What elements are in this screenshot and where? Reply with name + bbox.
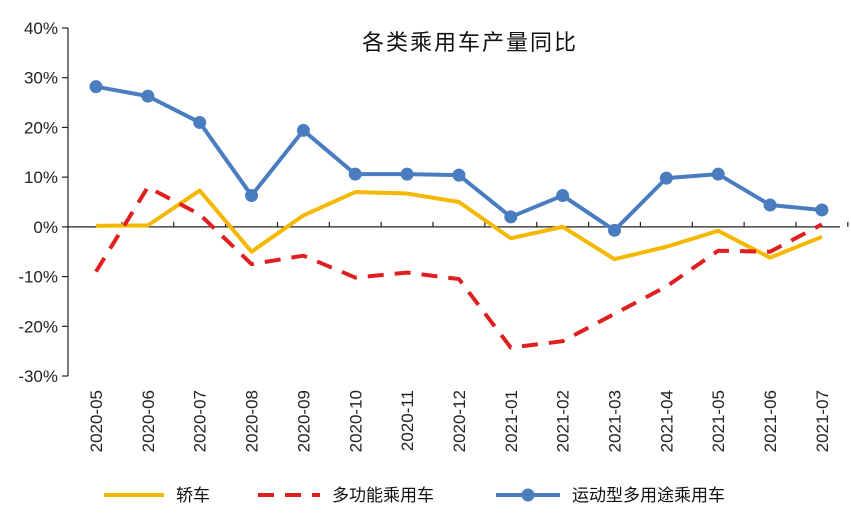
y-tick-label: 20%: [24, 118, 58, 137]
x-tick-label: 2021-05: [709, 390, 728, 452]
data-point: [608, 223, 621, 237]
x-tick-label: 2021-02: [554, 390, 573, 452]
x-tick-label: 2021-04: [657, 390, 676, 452]
y-tick-label: -10%: [18, 268, 58, 287]
data-point: [141, 89, 155, 103]
y-axis-ticks: 40% 30% 20% 10% 0% -10% -20% -30%: [18, 19, 68, 386]
x-tick-label: 2021-03: [606, 390, 625, 452]
y-tick-label: -20%: [18, 317, 58, 336]
data-point: [348, 167, 362, 181]
y-tick-label: 10%: [24, 168, 58, 187]
data-point: [556, 189, 570, 203]
y-tick-label: -30%: [18, 367, 58, 386]
legend: 轿车 多功能乘用车 运动型多用途乘用车: [104, 486, 725, 506]
x-tick-label: 2020-06: [139, 390, 158, 452]
y-tick-label: 40%: [24, 19, 58, 38]
data-point: [452, 168, 466, 182]
legend-label: 多功能乘用车: [332, 486, 434, 506]
data-point: [815, 203, 829, 217]
data-point: [763, 198, 777, 212]
x-tick-label: 2020-05: [87, 390, 106, 452]
x-tick-label: 2021-07: [813, 390, 832, 452]
legend-marker: [521, 488, 535, 502]
data-point: [89, 80, 103, 94]
data-point: [296, 123, 310, 137]
x-tick-label: 2020-07: [191, 390, 210, 452]
series-line: [94, 185, 823, 350]
data-point: [659, 171, 673, 185]
series-layer: [89, 80, 829, 350]
series-line: [95, 84, 823, 233]
y-tick-label: 30%: [24, 69, 58, 88]
series-line: [95, 188, 823, 262]
x-tick-label: 2021-01: [502, 390, 521, 452]
chart-title: 各类乘用车产量同比: [362, 31, 578, 56]
legend-label: 轿车: [176, 486, 210, 506]
x-tick-label: 2020-10: [346, 390, 365, 452]
legend-label: 运动型多用途乘用车: [572, 486, 725, 506]
data-point: [400, 167, 414, 181]
x-tick-label: 2020-11: [398, 390, 417, 451]
data-point: [193, 115, 207, 129]
x-tick-label: 2020-09: [294, 390, 313, 452]
x-axis-ticks: 2020-05 2020-06 2020-07 2020-08 2020-09 2020-…: [87, 221, 849, 452]
x-tick-label: 2020-12: [450, 390, 469, 452]
x-tick-label: 2021-06: [761, 390, 780, 452]
x-tick-label: 2020-08: [243, 390, 262, 452]
data-point: [245, 189, 259, 203]
data-point: [711, 167, 725, 181]
y-tick-label: 0%: [33, 218, 58, 237]
data-point: [504, 210, 518, 224]
